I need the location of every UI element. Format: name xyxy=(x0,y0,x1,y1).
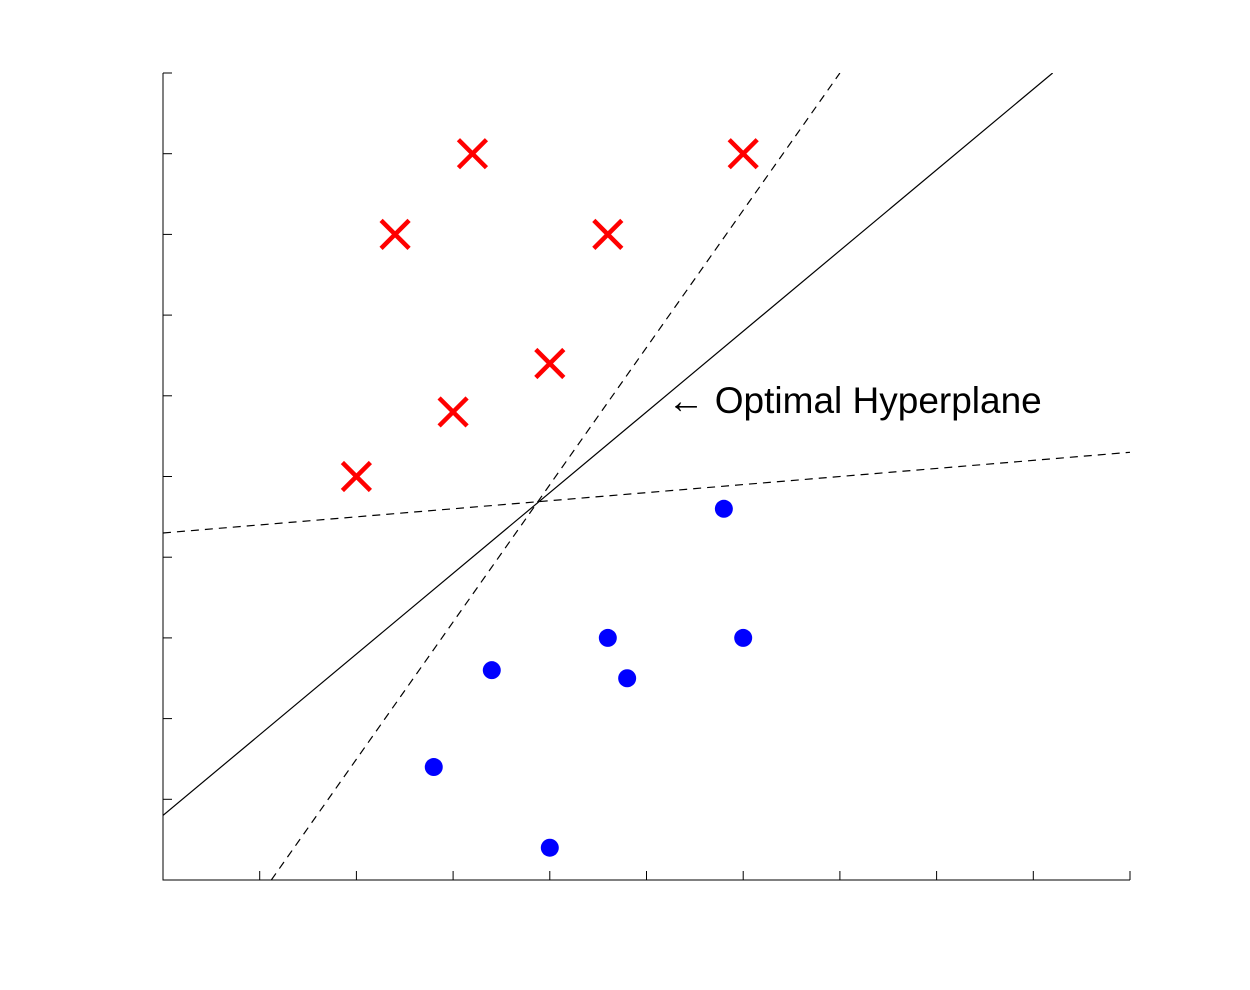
axis-frame xyxy=(162,73,1130,881)
axes xyxy=(162,72,1131,881)
annotations: ← Optimal Hyperplane xyxy=(668,380,1042,421)
circle-marker-point xyxy=(598,628,617,647)
circle-marker-point xyxy=(734,628,753,647)
x-marker-stroke xyxy=(456,138,489,170)
x-marker-point xyxy=(340,460,372,493)
data-points xyxy=(340,138,759,857)
x-marker-point xyxy=(727,138,759,170)
x-marker-stroke xyxy=(534,347,566,380)
x-marker-point xyxy=(379,218,411,250)
dashed-separator-line xyxy=(270,73,841,880)
circle-marker-point xyxy=(424,758,443,777)
optimal-hyperplane-line xyxy=(163,73,1054,816)
x-marker-stroke xyxy=(340,460,372,493)
decision-lines xyxy=(163,73,1130,880)
x-marker-point xyxy=(534,347,566,380)
x-marker-stroke xyxy=(727,138,759,170)
circle-marker-point xyxy=(618,669,637,688)
x-marker-stroke xyxy=(437,396,469,428)
x-marker-stroke xyxy=(592,218,624,250)
dashed-separator-line xyxy=(163,451,1130,534)
optimal-hyperplane-label: ← Optimal Hyperplane xyxy=(668,380,1042,421)
x-marker-point xyxy=(456,138,489,170)
x-marker-point xyxy=(592,218,624,250)
x-marker-stroke xyxy=(379,218,411,250)
circle-marker-point xyxy=(482,661,501,680)
circle-marker-point xyxy=(540,838,559,857)
circle-marker-point xyxy=(714,499,733,518)
x-marker-point xyxy=(437,396,469,428)
